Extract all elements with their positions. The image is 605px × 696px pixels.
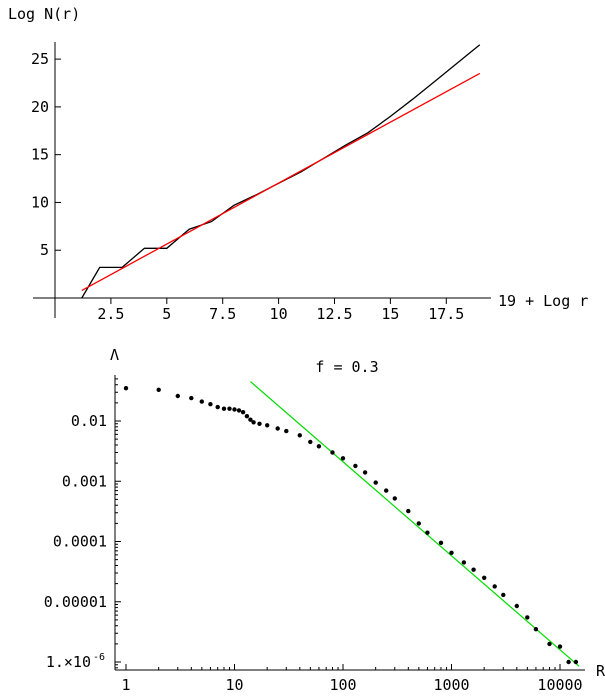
bottom-chart-data-point <box>297 433 302 438</box>
bottom-chart-data-point <box>449 550 454 555</box>
bottom-chart-axes <box>114 375 585 671</box>
bottom-chart-x-tick-label: 1 <box>121 676 130 694</box>
bottom-chart-data-point <box>362 470 368 475</box>
bottom-chart-data-point <box>492 584 497 589</box>
top-chart-y-ticks: 5 10 15 20 25 <box>31 50 61 259</box>
bottom-chart-data-point <box>251 420 256 425</box>
bottom-chart-data-point <box>425 530 430 535</box>
top-chart: 2.5 5 7.5 10 12.5 15 17.5 5 10 15 20 25 Log N(r) 1… <box>8 5 588 323</box>
bottom-chart-data-point <box>123 386 129 391</box>
bottom-chart-title: f = 0.3 <box>315 358 378 376</box>
bottom-chart-data-point <box>557 644 563 649</box>
top-chart-series <box>81 44 481 299</box>
bottom-chart-x-tick-label: 1000 <box>433 676 469 694</box>
bottom-chart-data-point <box>501 592 506 598</box>
bottom-chart-data-point <box>373 480 378 485</box>
bottom-chart-data-point <box>215 404 220 410</box>
bottom-chart-data-point <box>221 406 227 411</box>
bottom-chart-x-ticks: 1 10 100 1000 10000 <box>121 664 583 694</box>
top-chart-y-tick-label: 10 <box>31 193 49 211</box>
top-chart-y-tick-label: 5 <box>40 241 49 259</box>
bottom-chart-series <box>123 381 580 667</box>
bottom-chart-data-point <box>232 407 237 412</box>
bottom-chart-data-point <box>438 540 444 545</box>
bottom-chart-data-point <box>275 426 280 431</box>
top-chart-x-tick-label: 17.5 <box>428 305 464 323</box>
bottom-chart-data-point <box>316 444 322 449</box>
top-chart-black-series-line <box>81 44 481 299</box>
top-chart-red-fit-line <box>81 72 481 291</box>
bottom-chart: 1 10 100 1000 10000 0.01 0.001 0.0001 0.00001 1.… <box>44 346 605 694</box>
bottom-chart-data-point <box>236 408 242 413</box>
bottom-chart-data-point <box>330 450 335 455</box>
top-chart-x-axis-label: 19 + Log r <box>498 292 588 310</box>
bottom-chart-data-point <box>471 567 476 572</box>
bottom-chart-data-point <box>384 488 389 493</box>
bottom-chart-data-point <box>416 521 421 526</box>
bottom-chart-x-axis-label: R <box>596 662 605 680</box>
bottom-chart-data-point <box>156 387 161 392</box>
bottom-chart-data-point <box>284 428 289 434</box>
top-chart-y-tick-label: 20 <box>31 98 49 116</box>
bottom-chart-data-point <box>573 659 579 665</box>
bottom-chart-data-point <box>265 423 270 428</box>
bottom-chart-data-point <box>406 508 411 514</box>
bottom-chart-y-tick-label: 0.0001 <box>53 533 107 551</box>
top-chart-y-axis-label: Log N(r) <box>8 5 80 23</box>
bottom-chart-data-point <box>189 395 194 401</box>
bottom-chart-data-point <box>461 560 467 565</box>
bottom-chart-data-point <box>353 463 358 469</box>
bottom-chart-y-ticks: 0.01 0.001 0.0001 0.00001 1.×10 -6 <box>44 378 121 671</box>
bottom-chart-x-tick-label: 10 <box>225 676 243 694</box>
top-chart-x-tick-label: 5 <box>162 305 171 323</box>
top-chart-x-tick-label: 12.5 <box>316 305 352 323</box>
bottom-chart-data-point <box>240 410 246 415</box>
bottom-chart-data-point <box>257 421 262 426</box>
bottom-chart-data-point <box>482 575 487 580</box>
bottom-chart-data-point <box>525 615 530 620</box>
bottom-chart-data-point <box>199 399 204 404</box>
bottom-chart-y-tick-label: 1.×10 <box>46 653 91 671</box>
bottom-chart-data-point <box>392 496 397 501</box>
bottom-chart-data-point <box>566 659 571 665</box>
bottom-chart-y-tick-exponent: -6 <box>93 652 105 663</box>
bottom-chart-data-point <box>208 402 213 407</box>
top-chart-x-tick-label: 2.5 <box>97 305 124 323</box>
top-chart-y-tick-label: 15 <box>31 146 49 164</box>
bottom-chart-data-point <box>227 406 232 411</box>
bottom-chart-x-tick-label: 100 <box>329 676 356 694</box>
top-chart-x-tick-label: 7.5 <box>209 305 236 323</box>
bottom-chart-data-point <box>533 627 539 632</box>
bottom-chart-data-point <box>244 414 250 419</box>
top-chart-axes <box>33 42 491 318</box>
bottom-chart-y-tick-label: 0.01 <box>71 412 107 430</box>
top-chart-x-ticks: 2.5 5 7.5 10 12.5 15 17.5 <box>97 298 464 323</box>
top-chart-y-tick-label: 25 <box>31 50 49 68</box>
bottom-chart-data-point <box>340 456 346 461</box>
bottom-chart-y-axis-label: Λ <box>110 346 119 364</box>
bottom-chart-data-point <box>308 439 313 445</box>
top-chart-x-tick-label: 10 <box>270 305 288 323</box>
top-chart-x-tick-label: 15 <box>381 305 399 323</box>
bottom-chart-x-tick-label: 10000 <box>537 676 582 694</box>
bottom-chart-y-tick-label: 0.00001 <box>44 593 107 611</box>
bottom-chart-y-tick-label: 0.001 <box>62 472 107 490</box>
bottom-chart-data-point <box>514 603 519 609</box>
bottom-chart-data-point <box>248 417 253 422</box>
bottom-chart-data-point <box>175 393 180 399</box>
bottom-chart-green-fit-line <box>250 381 580 667</box>
bottom-chart-data-point <box>547 641 552 647</box>
